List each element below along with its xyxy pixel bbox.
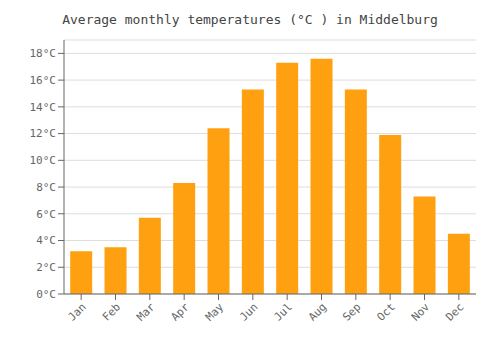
svg-text:6°C: 6°C [36,208,56,221]
svg-text:Dec: Dec [443,300,466,323]
svg-text:Nov: Nov [409,300,433,324]
svg-text:Sep: Sep [340,300,363,323]
svg-text:16°C: 16°C [30,74,57,87]
svg-text:Jul: Jul [272,300,295,323]
svg-text:4°C: 4°C [36,234,56,247]
svg-text:2°C: 2°C [36,261,56,274]
svg-text:Apr: Apr [169,300,193,324]
svg-text:18°C: 18°C [30,47,57,60]
html-text:Average monthly temperatures (: Average monthly temperatures (°C ) in Mi… [62,12,438,27]
svg-text:Jan: Jan [66,300,89,323]
svg-text:May: May [203,300,227,324]
svg-text:Aug: Aug [306,300,329,323]
svg-text:Feb: Feb [100,300,123,323]
svg-text:10°C: 10°C [30,154,57,167]
svg-text:Oct: Oct [375,300,398,323]
svg-text:Jun: Jun [237,300,260,323]
svg-text:12°C: 12°C [30,127,57,140]
svg-text:14°C: 14°C [30,101,57,114]
svg-text:0°C: 0°C [36,288,56,301]
svg-text:8°C: 8°C [36,181,56,194]
svg-text:Mar: Mar [134,300,158,324]
